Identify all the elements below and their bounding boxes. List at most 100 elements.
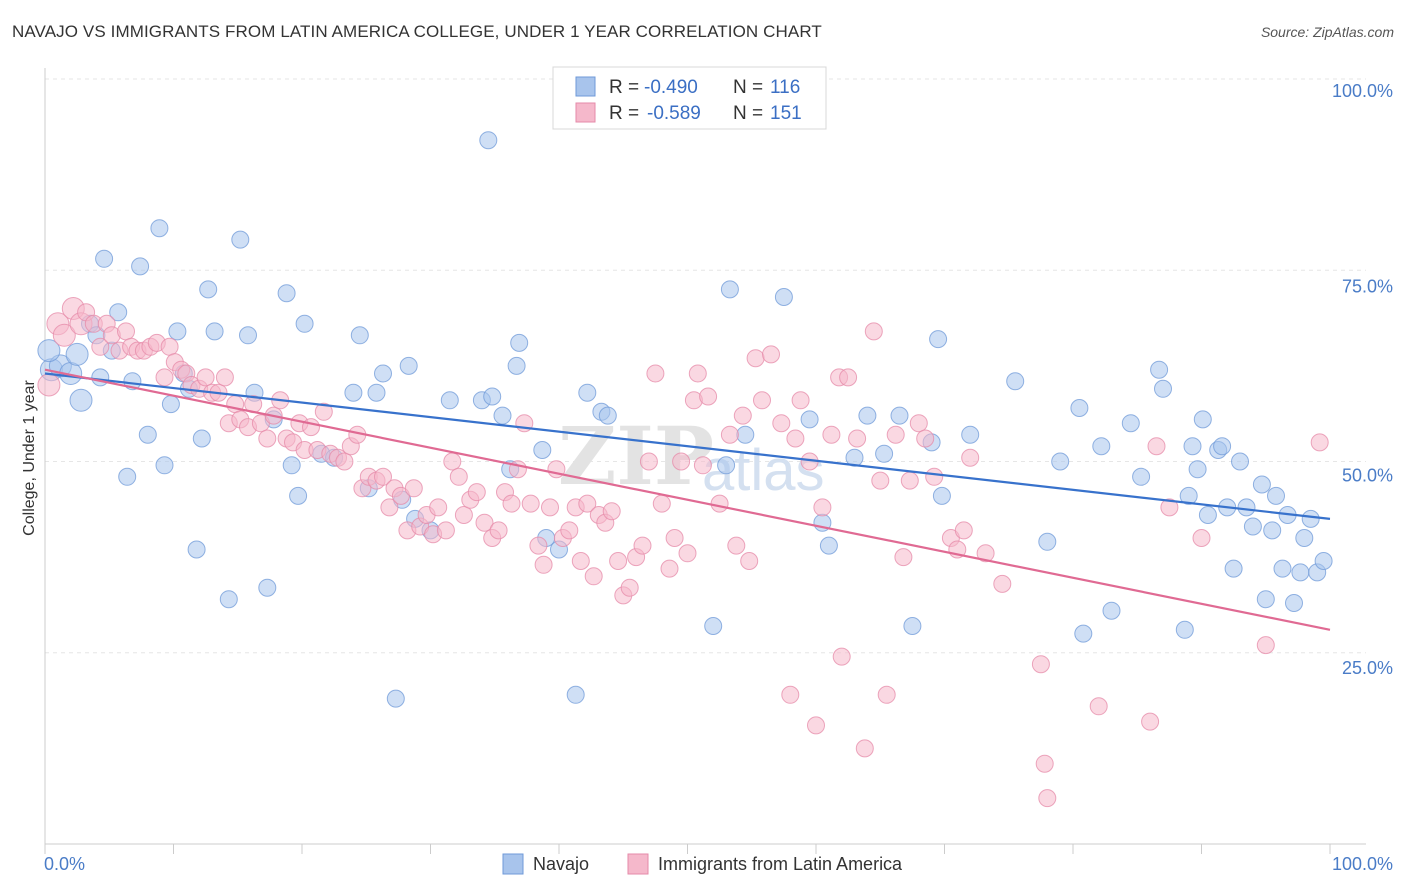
navajo-point-47: [440, 391, 459, 410]
latin-america-point-104: [699, 387, 718, 406]
navajo-point-21: [187, 540, 206, 559]
navajo-point-8: [95, 249, 114, 268]
top-legend: R = -0.490 N = 116 R = -0.589 N = 151: [552, 66, 827, 130]
latin-america-point-63: [443, 452, 462, 471]
legend-r-label-latin-america: R =: [609, 103, 639, 124]
latin-america-point-150: [1310, 433, 1329, 452]
navajo-point-95: [1198, 506, 1217, 524]
navajo-point-64: [720, 280, 739, 299]
latin-america-point-106: [720, 425, 739, 444]
latin-america-point-118: [807, 716, 825, 735]
navajo-point-53: [507, 356, 526, 375]
latin-america-point-83: [571, 552, 590, 570]
latin-america-point-18: [160, 337, 179, 356]
navajo-point-78: [961, 425, 980, 444]
latin-america-point-130: [894, 548, 913, 567]
navajo-point-38: [350, 326, 369, 345]
latin-america-point-88: [602, 502, 621, 521]
navajo-point-26: [231, 230, 250, 249]
latin-america-point-81: [560, 521, 579, 540]
navajo-point-40: [367, 383, 386, 402]
x-tick-label-0: 0.0%: [44, 854, 85, 874]
latin-america-point-116: [791, 391, 810, 410]
chart-source: Source: ZipAtlas.com: [1260, 24, 1394, 40]
navajo-point-105: [1263, 521, 1282, 540]
latin-america-point-91: [620, 578, 639, 597]
navajo-point-11: [118, 467, 137, 486]
navajo-point-42: [386, 689, 405, 708]
legend-n-value-latin-america: 151: [770, 103, 802, 124]
latin-america-point-57: [404, 479, 423, 498]
latin-america-point-112: [762, 345, 780, 364]
navajo-point-84: [1092, 437, 1111, 456]
latin-america-point-2: [52, 323, 76, 347]
navajo-point-22: [192, 429, 211, 448]
latin-america-point-46: [335, 452, 354, 471]
latin-america-point-94: [639, 452, 658, 471]
latin-america-point-95: [646, 364, 665, 383]
y-tick-label-2: 50.0%: [1342, 466, 1393, 486]
latin-america-point-102: [688, 364, 707, 383]
latin-america-point-34: [258, 429, 277, 448]
navajo-point-15: [150, 219, 169, 238]
navajo-point-107: [1273, 559, 1292, 578]
latin-america-point-99: [672, 452, 691, 471]
y-axis-label: College, Under 1 year: [21, 380, 38, 536]
navajo-point-91: [1179, 486, 1198, 505]
latin-america-point-89: [609, 552, 628, 570]
latin-america-point-140: [993, 574, 1012, 593]
legend-r-value-navajo: -0.490: [644, 77, 698, 98]
latin-america-point-41: [302, 418, 320, 437]
navajo-point-62: [704, 617, 723, 635]
navajo-point-7: [91, 368, 110, 387]
latin-america-point-53: [380, 498, 399, 517]
y-tick-labels: 100.0% 75.0% 50.0% 25.0%: [1332, 81, 1393, 678]
navajo-point-63: [717, 456, 736, 475]
latin-america-point-52: [374, 467, 392, 486]
navajo-point-87: [1132, 467, 1151, 486]
latin-america-point-75: [521, 494, 540, 513]
navajo-point-110: [1291, 563, 1310, 582]
navajo-point-33: [289, 486, 308, 505]
latin-america-point-68: [475, 513, 494, 532]
navajo-point-14: [138, 425, 157, 444]
latin-america-point-123: [839, 368, 858, 387]
navajo-point-41: [374, 364, 392, 383]
navajo-point-102: [1243, 517, 1262, 536]
x-tick-label-1: 100.0%: [1332, 854, 1393, 874]
latin-america-point-17: [155, 368, 174, 387]
navajo-point-74: [903, 617, 922, 635]
navajo-point-16: [155, 456, 174, 475]
latin-america-point-93: [633, 536, 652, 555]
navajo-point-49: [479, 131, 498, 150]
latin-america-point-108: [733, 406, 752, 425]
latin-america-point-105: [710, 494, 729, 513]
navajo-point-27: [239, 326, 257, 345]
navajo-point-59: [578, 383, 597, 402]
navajo-point-58: [566, 685, 585, 704]
latin-america-point-138: [961, 448, 980, 467]
navajo-point-13: [131, 257, 150, 276]
navajo-point-94: [1193, 410, 1212, 429]
latin-america-point-148: [1192, 529, 1211, 547]
latin-america-point-64: [449, 467, 468, 486]
latin-america-point-122: [832, 647, 851, 666]
navajo-point-76: [932, 486, 951, 505]
latin-america-point-103: [693, 456, 712, 475]
legend-r-label-navajo: R =: [609, 77, 639, 98]
latin-america-point-97: [660, 559, 679, 578]
navajo-point-112: [1301, 509, 1320, 528]
navajo-point-93: [1188, 460, 1207, 479]
navajo-point-81: [1051, 452, 1070, 471]
navajo-point-4: [69, 388, 93, 412]
bottom-legend-swatch-latin-america: [627, 853, 649, 875]
navajo-point-114: [1314, 552, 1333, 570]
navajo-point-92: [1183, 437, 1202, 456]
bottom-legend-swatch-navajo: [502, 853, 524, 875]
trend-lines: [44, 368, 1331, 631]
latin-america-point-113: [772, 414, 791, 433]
latin-america-point-72: [502, 494, 521, 513]
data-points: [37, 131, 1333, 808]
latin-america-point-61: [429, 498, 448, 517]
